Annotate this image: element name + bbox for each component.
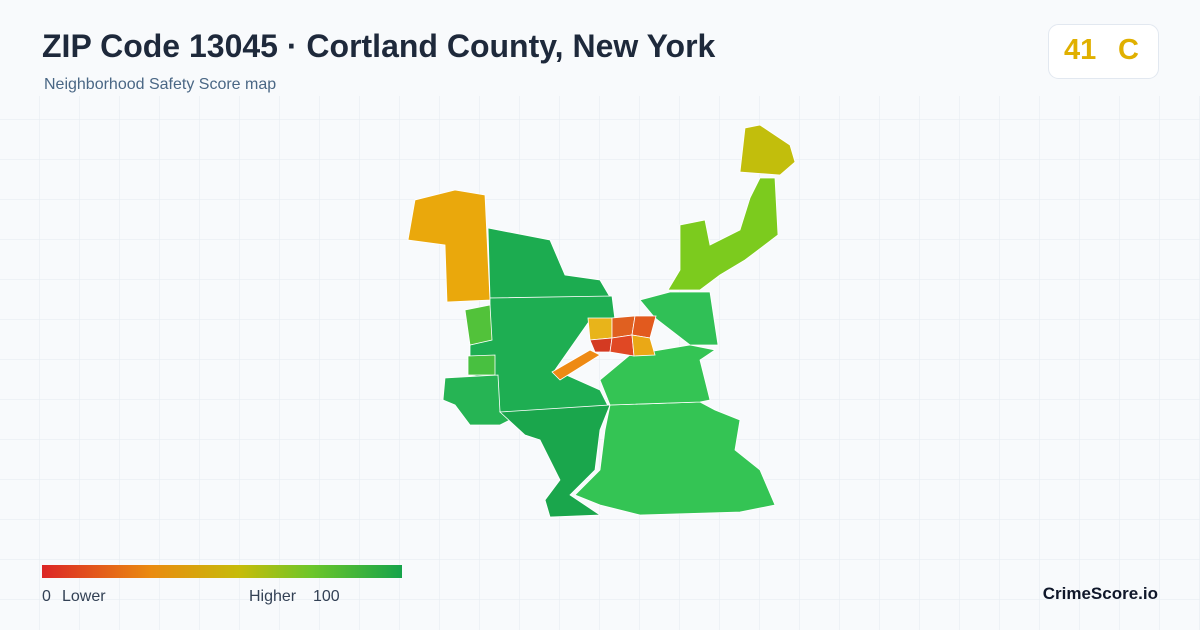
region — [467, 354, 496, 376]
score-value: 41 — [1064, 34, 1097, 66]
grid — [0, 96, 1200, 630]
region — [599, 344, 717, 406]
region — [551, 349, 601, 381]
score-badge — [1048, 24, 1159, 79]
score-grade: C — [1118, 34, 1139, 66]
region — [667, 177, 779, 291]
legend-gradient — [42, 565, 402, 578]
subtitle: Neighborhood Safety Score map — [44, 76, 277, 93]
legend-max-label: Higher — [249, 588, 297, 605]
region — [609, 334, 635, 357]
region — [499, 404, 611, 518]
region — [407, 189, 491, 303]
region — [739, 124, 796, 176]
region — [574, 401, 776, 516]
region — [587, 317, 613, 341]
brand: CrimeScore.io — [1042, 584, 1158, 603]
title: ZIP Code 13045 · Cortland County, New Yo… — [42, 28, 716, 64]
legend-min: 0 — [42, 588, 51, 605]
region — [631, 334, 656, 357]
legend-min-label: Lower — [62, 588, 106, 605]
region — [464, 304, 493, 346]
legend-max: 100 — [313, 588, 340, 605]
regions — [407, 124, 796, 518]
